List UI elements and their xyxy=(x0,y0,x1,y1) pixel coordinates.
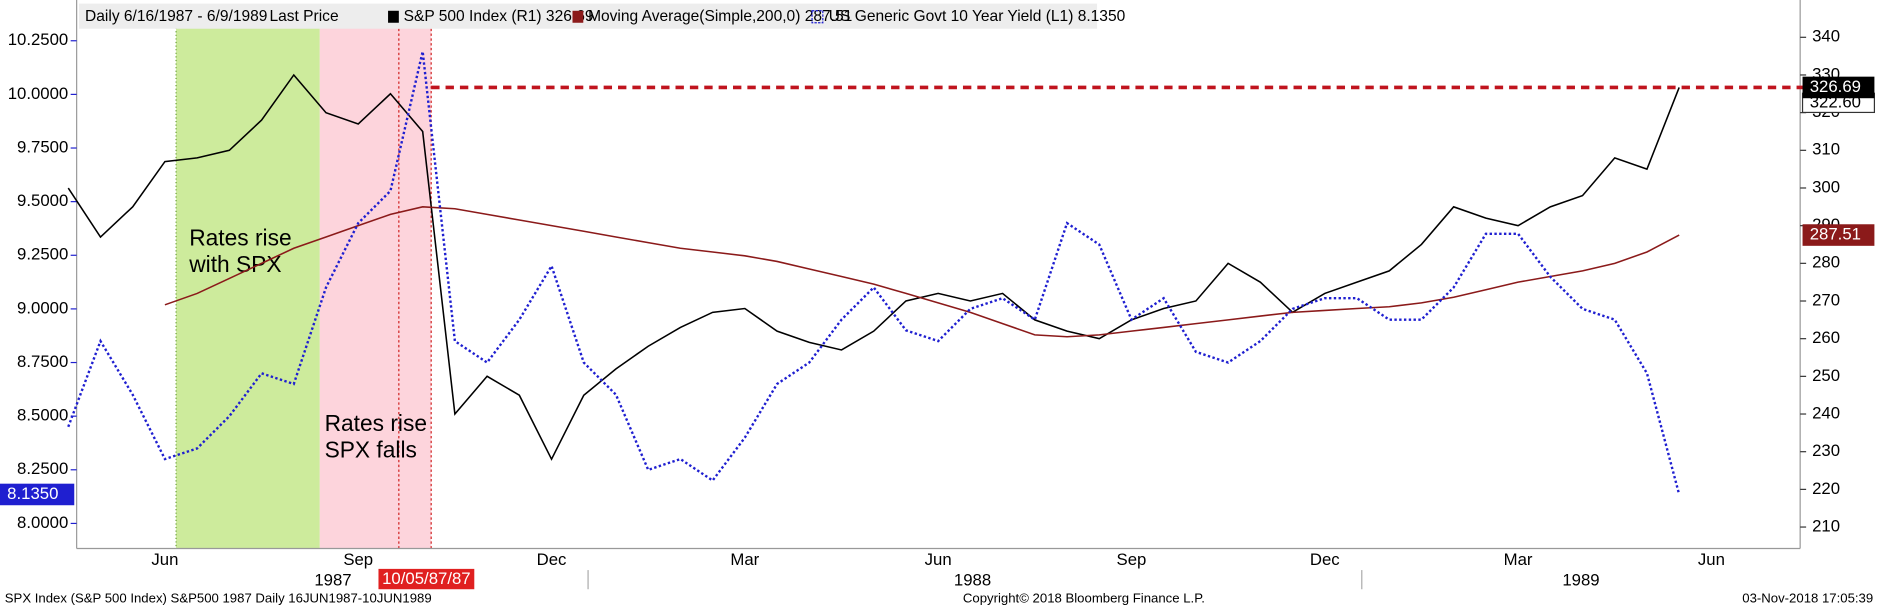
footer: 03-Nov-2018 17:05:39 xyxy=(1742,590,1873,605)
legend-item: S&P 500 Index (R1) 326.69 xyxy=(404,8,594,25)
y-tick-label: 8.7500 xyxy=(17,352,68,371)
y2-tick-label: 240 xyxy=(1812,403,1840,422)
series-line xyxy=(67,51,1681,495)
annotation: Rates rise xyxy=(325,410,427,436)
flag-box xyxy=(1802,76,1875,99)
annotation: SPX falls xyxy=(325,437,417,463)
footer: SPX Index (S&P 500 Index) S&P500 1987 Da… xyxy=(5,590,432,605)
legend-item: Moving Average(Simple,200,0) 287.51 xyxy=(588,8,852,25)
annotation: with SPX xyxy=(188,251,281,277)
y-tick-label: 9.2500 xyxy=(17,245,68,264)
legend-swatch xyxy=(811,10,824,24)
annotation: Rates rise xyxy=(189,225,291,251)
last-label: 287.51 xyxy=(1810,224,1861,243)
year-label: 1987 xyxy=(314,570,351,589)
x-tick-label: Mar xyxy=(730,550,759,569)
y2-tick-label: 340 xyxy=(1812,27,1840,46)
y-tick-label: 10.0000 xyxy=(8,84,69,103)
legend-header: Last Price xyxy=(269,8,338,25)
x-tick-label: Sep xyxy=(343,550,373,569)
x-tick-label: Dec xyxy=(1310,550,1340,569)
y-tick-label: 9.0000 xyxy=(17,298,68,317)
x-tick-label: Jun xyxy=(1698,550,1725,569)
y2-tick-label: 260 xyxy=(1812,328,1840,347)
footer: Copyright© 2018 Bloomberg Finance L.P. xyxy=(963,590,1205,605)
last-label: 8.1350 xyxy=(7,484,58,503)
y2-tick-label: 280 xyxy=(1812,253,1840,272)
shade-green xyxy=(176,23,320,549)
x-tick-label: Mar xyxy=(1504,550,1533,569)
flag-box xyxy=(0,483,75,506)
y-tick-label: 8.0000 xyxy=(17,513,68,532)
y-tick-label: 9.7500 xyxy=(17,137,68,156)
y2-tick-label: 250 xyxy=(1812,366,1840,385)
date-flag-box xyxy=(378,568,475,590)
y2-tick-label: 220 xyxy=(1812,479,1840,498)
legend-swatch xyxy=(572,10,584,23)
y2-tick-label: 230 xyxy=(1812,441,1840,460)
x-tick-label: Sep xyxy=(1117,550,1147,569)
y-tick-label: 8.2500 xyxy=(17,459,68,478)
y-tick-label: 8.5000 xyxy=(17,406,68,425)
legend-item: US Generic Govt 10 Year Yield (L1) 8.135… xyxy=(829,8,1126,25)
y2-tick-label: 270 xyxy=(1812,290,1840,309)
x-tick-label: Jun xyxy=(925,550,952,569)
y2-tick-label: 300 xyxy=(1812,177,1840,196)
year-label: 1989 xyxy=(1562,570,1599,589)
x-tick-label: Dec xyxy=(537,550,567,569)
shade-pink xyxy=(319,23,432,549)
legend-swatch xyxy=(388,10,399,23)
date-flag: 10/05/87/87 xyxy=(382,569,471,588)
y2-tick-label: 310 xyxy=(1812,140,1840,159)
last-label: 326.69 xyxy=(1810,77,1861,96)
legend-header: Daily 6/16/1987 - 6/9/1989 xyxy=(85,8,267,25)
y-tick-label: 9.5000 xyxy=(17,191,68,210)
series-line xyxy=(67,73,1680,461)
flag-box xyxy=(1802,224,1875,246)
y-tick-label: 10.2500 xyxy=(8,30,69,49)
x-tick-label: Jun xyxy=(151,550,178,569)
series-line xyxy=(164,206,1680,338)
y2-tick-label: 210 xyxy=(1812,516,1840,535)
legend-box xyxy=(79,3,1098,29)
year-label: 1988 xyxy=(954,570,991,589)
